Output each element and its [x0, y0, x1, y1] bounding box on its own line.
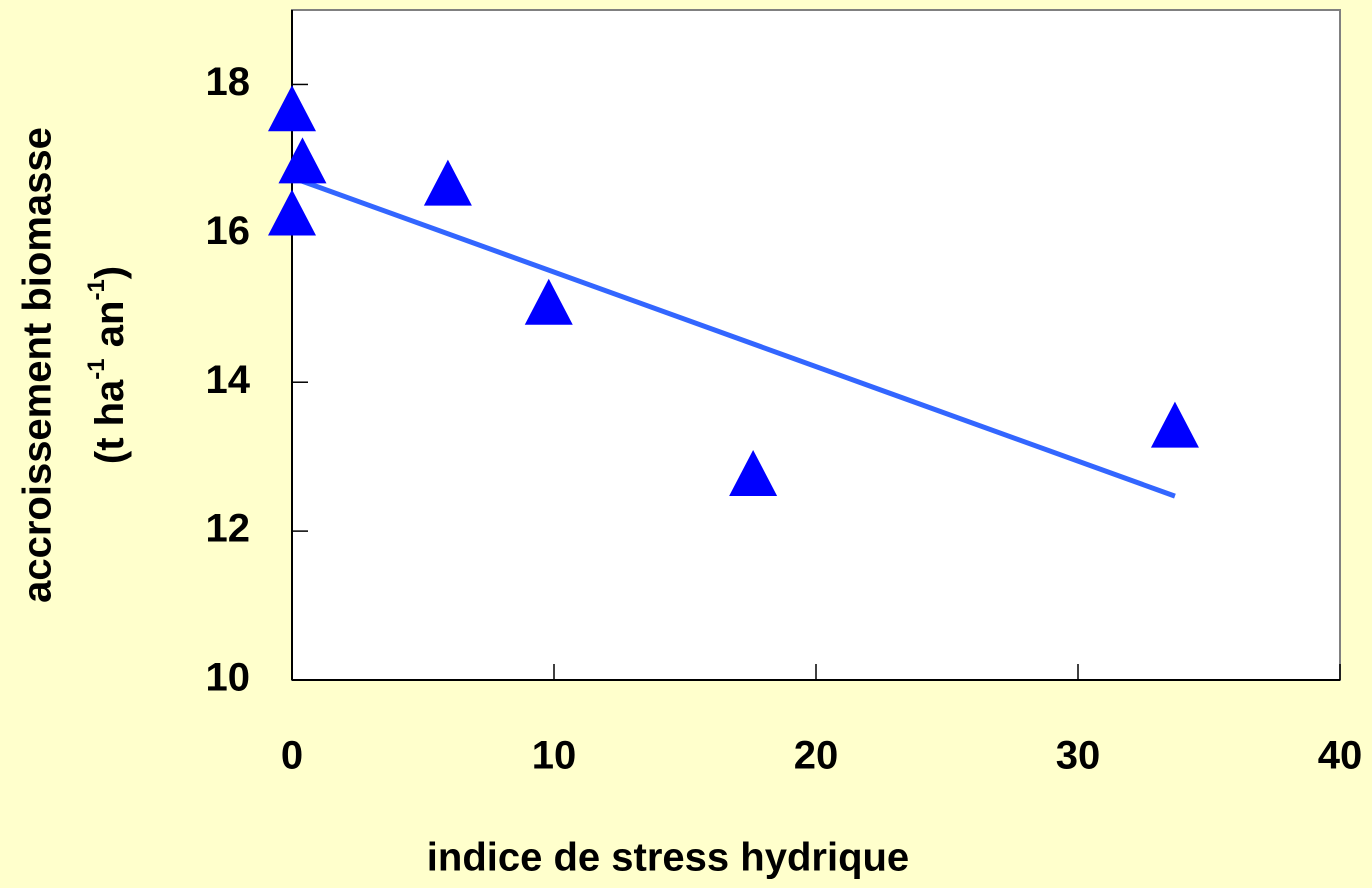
y-tick-label: 14 — [206, 358, 251, 402]
x-axis-label: indice de stress hydrique — [427, 836, 909, 880]
x-tick-label: 10 — [532, 734, 577, 778]
y-axis-unit: (t ha-1 an-1) — [83, 266, 131, 464]
unit-part: (t ha — [88, 379, 132, 464]
unit-part: an — [88, 301, 132, 359]
triangle-marker — [268, 189, 316, 236]
triangle-marker — [524, 278, 573, 325]
triangle-marker — [423, 159, 472, 206]
plot-area — [291, 9, 1341, 681]
y-tick-label: 10 — [206, 656, 251, 700]
x-tick-label: 0 — [281, 734, 303, 778]
triangle-marker — [1150, 401, 1199, 448]
superscript: -1 — [83, 358, 110, 379]
trend-line — [291, 175, 1176, 499]
unit-part: ) — [88, 266, 132, 279]
y-axis-label: accroissement biomasse — [16, 127, 60, 603]
triangle-marker — [278, 137, 327, 184]
x-tick-label: 30 — [1056, 734, 1101, 778]
y-tick-label: 12 — [206, 507, 251, 551]
y-tick-label: 16 — [206, 209, 251, 253]
y-tick-label: 18 — [206, 60, 251, 104]
triangle-marker — [268, 85, 316, 132]
x-tick-label: 20 — [794, 734, 839, 778]
triangle-marker — [729, 450, 778, 496]
superscript: -1 — [83, 279, 110, 300]
x-tick-label: 40 — [1318, 734, 1363, 778]
